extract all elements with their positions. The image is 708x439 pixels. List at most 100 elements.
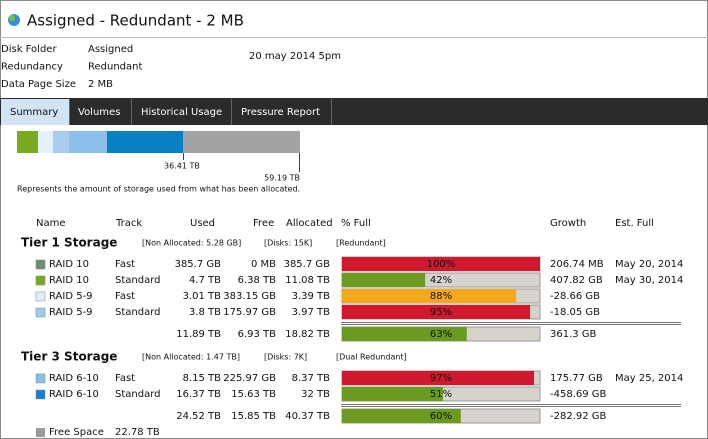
allocated: 385.7 GB [284,259,331,270]
swatch [35,373,46,384]
tab[interactable]: Summary [10,107,58,118]
pct-bar [342,273,426,287]
est-full: May 20, 2014 [615,259,683,270]
info-value: Redundant [88,62,142,73]
track: Fast [115,373,135,384]
used: 3.8 TB [189,307,221,318]
column-header: Growth [550,218,586,229]
allocated: 3.39 TB [292,291,331,302]
growth: 175.77 GB [550,373,603,384]
pct-label: 88% [430,291,452,302]
pct-bar [342,305,531,319]
pct-label: 42% [430,275,452,286]
track: Fast [115,291,135,302]
growth: 407.82 GB [550,275,603,286]
allocated: 3.97 TB [292,307,331,318]
info-label: Redundancy [1,62,63,73]
usage-bar [17,131,300,153]
est-full: May 30, 2014 [615,275,683,286]
folder-icon-accent [9,15,15,21]
allocated: 11.08 TB [285,275,330,286]
used: 385.7 GB [175,259,222,270]
usage-note: Represents the amount of storage used fr… [17,185,300,194]
disks: [Disks: 15K] [264,239,312,248]
used: 11.89 TB [176,329,221,340]
tier-title: Tier 3 Storage [21,350,117,364]
free-space-label: Free Space [49,427,104,438]
free: 15.85 TB [231,411,276,422]
growth: 206.74 MB [550,259,604,270]
swatch [35,389,46,400]
raid-name: RAID 6-10 [49,389,99,400]
growth: -282.92 GB [550,411,607,422]
pct-label: 97% [430,373,452,384]
swatch [35,259,46,270]
free: 15.63 TB [231,389,276,400]
free: 0 MB [251,259,276,270]
used: 4.7 TB [189,275,221,286]
growth: 361.3 GB [550,329,597,340]
swatch [35,307,46,318]
used: 8.15 TB [183,373,222,384]
raid-name: RAID 5-9 [49,291,93,302]
track: Standard [115,307,161,318]
tab[interactable]: Historical Usage [141,107,222,118]
growth: -28.66 GB [550,291,600,302]
allocated: 40.37 TB [285,411,330,422]
est-full: May 25, 2014 [615,373,683,384]
redundancy: [Redundant] [336,239,386,248]
title: Assigned - Redundant - 2 MB [27,12,244,30]
pct-bar [342,371,535,385]
disks: [Disks: 7K] [264,353,307,362]
tab[interactable]: Pressure Report [241,107,320,118]
raid-name: RAID 5-9 [49,307,93,318]
free: 225.97 GB [223,373,276,384]
column-header: Allocated [286,218,333,229]
track: Standard [115,389,161,400]
tab[interactable]: Volumes [78,107,120,118]
column-header: % Full [341,218,371,229]
free: 383.15 GB [223,291,276,302]
free: 6.93 TB [238,329,277,340]
swatch [35,291,46,302]
free: 6.38 TB [238,275,277,286]
pct-label: 100% [427,259,456,270]
column-header: Used [190,218,215,229]
raid-name: RAID 6-10 [49,373,99,384]
free-space-value: 22.78 TB [115,427,160,438]
raid-name: RAID 10 [49,275,89,286]
column-header: Name [36,218,66,229]
pct-bar [342,387,443,401]
free: 175.97 GB [223,307,276,318]
track: Standard [115,275,161,286]
growth: -458.69 GB [550,389,607,400]
column-header: Track [115,218,142,229]
used: 16.37 TB [176,389,221,400]
pct-label: 51% [430,389,452,400]
date: 20 may 2014 5pm [249,51,341,62]
pct-bar [342,409,461,423]
allocated: 18.82 TB [285,329,330,340]
non-allocated: [Non Allocated: 5.28 GB] [142,239,241,248]
pct-bar [342,289,517,303]
allocated-label: 59.19 TB [264,174,300,183]
pct-bar [342,327,467,341]
redundancy: [Dual Redundant] [336,353,407,362]
tier-title: Tier 1 Storage [21,236,117,250]
tab-selected [1,99,69,125]
info-value: Assigned [88,44,133,55]
swatch [35,275,46,286]
pct-label: 95% [430,307,452,318]
tab-bar [0,98,708,125]
track: Fast [115,259,135,270]
growth: -18.05 GB [550,307,600,318]
non-allocated: [Non Allocated: 1.47 TB] [142,353,240,362]
info-label: Disk Folder [1,44,57,55]
column-header: Est. Full [615,218,654,229]
raid-name: RAID 10 [49,259,89,270]
allocated: 8.37 TB [292,373,331,384]
used: 24.52 TB [176,411,221,422]
pct-label: 60% [430,411,452,422]
pct-label: 63% [430,329,452,340]
